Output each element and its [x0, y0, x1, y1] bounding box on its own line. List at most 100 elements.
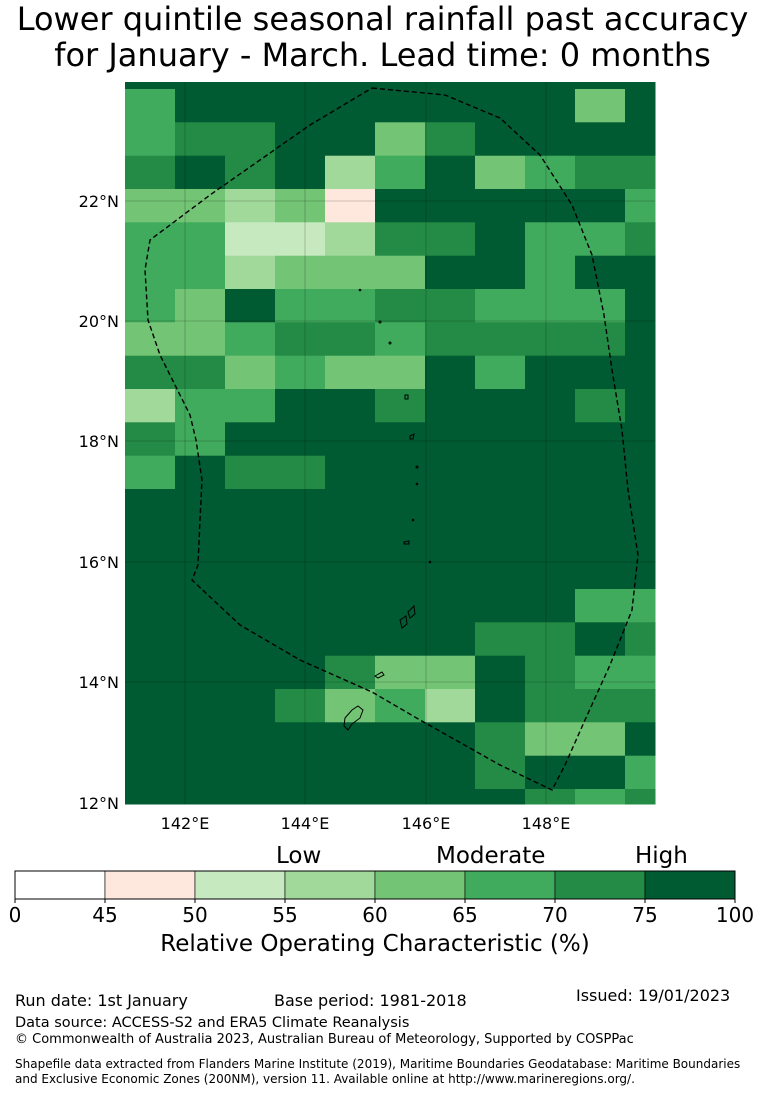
- grid-cell: [475, 189, 526, 223]
- grid-cell: [525, 389, 576, 423]
- grid-cell: [475, 155, 526, 190]
- grid-cell: [375, 189, 426, 223]
- grid-cell: [375, 655, 426, 690]
- grid-cell: [325, 255, 376, 290]
- grid-cell: [325, 722, 376, 757]
- grid-cell: [525, 222, 576, 257]
- grid-cell: [275, 289, 326, 323]
- longitude-tick-label: 142°E: [161, 814, 210, 833]
- grid-cell: [475, 422, 526, 457]
- colorbar-segment: [14, 870, 106, 900]
- grid-cell: [625, 555, 656, 590]
- grid-cell: [375, 589, 426, 623]
- grid-cell: [475, 355, 526, 390]
- grid-cell: [575, 689, 626, 723]
- grid-cell: [475, 222, 526, 257]
- grid-cell: [225, 155, 276, 190]
- grid-cell: [475, 522, 526, 557]
- grid-cell: [125, 722, 176, 757]
- island-rota: [374, 671, 385, 679]
- grid-cell: [475, 655, 526, 690]
- grid-cell: [425, 655, 476, 690]
- grid-cell: [125, 655, 176, 690]
- grid-cell: [275, 422, 326, 457]
- grid-cell: [525, 589, 576, 623]
- grid-cell: [275, 689, 326, 723]
- colorbar-tick-label: 65: [452, 903, 477, 927]
- grid-cell: [175, 82, 226, 90]
- colorbar-segment: [374, 870, 466, 900]
- shapefile-credit-line-2: and Exclusive Economic Zones (200NM), ve…: [15, 1072, 635, 1086]
- grid-cell: [475, 389, 526, 423]
- grid-cell: [425, 189, 476, 223]
- grid-cell: [275, 89, 326, 123]
- grid-cell: [175, 89, 226, 123]
- grid-cell: [525, 322, 576, 357]
- grid-cell: [575, 189, 626, 223]
- grid-cell: [275, 322, 326, 357]
- grid-cell: [425, 389, 476, 423]
- grid-cell: [625, 355, 656, 390]
- accuracy-grid: [125, 82, 656, 805]
- grid-cell: [175, 589, 226, 623]
- grid-cell: [175, 355, 226, 390]
- grid-cell: [625, 722, 656, 757]
- grid-cell: [325, 322, 376, 357]
- grid-cell: [475, 755, 526, 790]
- grid-cell: [225, 189, 276, 223]
- grid-cell: [625, 422, 656, 457]
- grid-cell: [175, 189, 226, 223]
- colorbar-tick-label: 70: [542, 903, 567, 927]
- grid-cell: [425, 722, 476, 757]
- longitude-tick-label: 148°E: [522, 814, 571, 833]
- grid-cell: [375, 622, 426, 657]
- longitude-labels: 142°E 144°E 146°E 148°E: [161, 814, 571, 833]
- grid-cell: [225, 389, 276, 423]
- grid-cell: [275, 722, 326, 757]
- grid-cell: [275, 789, 326, 805]
- grid-cell: [325, 289, 376, 323]
- copyright: © Commonwealth of Australia 2023, Austra…: [15, 1032, 634, 1047]
- grid-cell: [525, 455, 576, 490]
- colorbar-tick-label: 100: [716, 903, 754, 927]
- grid-cell: [575, 589, 626, 623]
- grid-cell: [425, 755, 476, 790]
- grid-cell: [125, 789, 176, 805]
- grid-cell: [425, 122, 476, 157]
- grid-cell: [325, 189, 376, 223]
- colorbar-segment: [194, 870, 286, 900]
- grid-cell: [575, 289, 626, 323]
- grid-cell: [525, 755, 576, 790]
- grid-cell: [575, 155, 626, 190]
- grid-cell: [475, 722, 526, 757]
- colorbar-segment: [464, 870, 556, 900]
- grid-cell: [575, 122, 626, 157]
- grid-cell: [375, 355, 426, 390]
- latitude-labels: 22°N 20°N 18°N 16°N 14°N 12°N: [79, 192, 119, 813]
- grid-cell: [275, 555, 326, 590]
- grid-cell: [425, 82, 476, 90]
- grid-cell: [175, 255, 226, 290]
- grid-cell: [175, 755, 226, 790]
- grid-cell: [125, 355, 176, 390]
- grid-cell: [525, 655, 576, 690]
- grid-cell: [425, 622, 476, 657]
- grid-cell: [425, 489, 476, 523]
- grid-cell: [175, 122, 226, 157]
- grid-cell: [175, 655, 226, 690]
- grid-cell: [475, 789, 526, 805]
- grid-cell: [175, 622, 226, 657]
- grid-cell: [125, 389, 176, 423]
- colorbar-title: Relative Operating Characteristic (%): [160, 931, 590, 957]
- run-date: Run date: 1st January: [15, 991, 188, 1010]
- grid-cell: [375, 322, 426, 357]
- island-pagan: [409, 433, 415, 440]
- grid-cell: [375, 122, 426, 157]
- grid-cell: [575, 89, 626, 123]
- grid-cell: [375, 722, 426, 757]
- grid-cell: [575, 389, 626, 423]
- grid-cell: [575, 622, 626, 657]
- grid-cell: [475, 322, 526, 357]
- grid-cell: [225, 722, 276, 757]
- grid-cell: [125, 289, 176, 323]
